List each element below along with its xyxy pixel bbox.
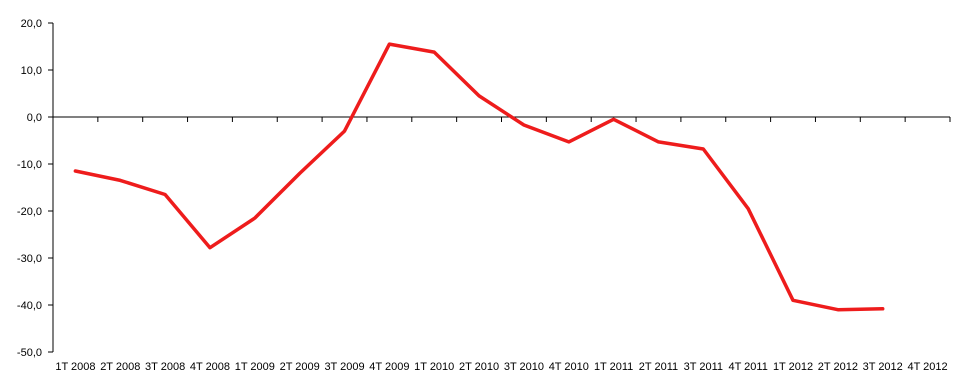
x-tick-label: 1T 2010 [414, 361, 454, 373]
data-point [747, 208, 749, 210]
data-point [164, 194, 166, 195]
x-tick-label: 2T 2011 [639, 361, 678, 373]
x-tick-label: 3T 2008 [145, 361, 185, 373]
y-tick-label: -50,0 [17, 347, 42, 359]
x-axis: 1T 2008 2T 2008 3T 2008 4T 2008 1T 2009 2T 20… [52, 116, 951, 373]
x-tick-label: 2T 2008 [100, 361, 140, 373]
y-tick-label: -40,0 [17, 300, 42, 312]
x-tick-label: 4T 2010 [549, 361, 589, 373]
x-tick-label: 1T 2011 [594, 361, 633, 373]
data-point [299, 172, 301, 174]
x-tick-label: 3T 2010 [504, 361, 544, 373]
y-tick-label: -10,0 [17, 159, 42, 171]
x-tick-label: 2T 2009 [280, 361, 320, 373]
series-line [73, 42, 885, 312]
data-point [344, 130, 345, 132]
data-point [523, 124, 525, 126]
x-tick-label: 1T 2008 [55, 361, 95, 373]
data-point [119, 179, 121, 181]
y-tick-label: -20,0 [17, 206, 42, 218]
data-point [74, 170, 76, 172]
data-point [478, 95, 480, 97]
data-point [658, 141, 659, 143]
data-point [792, 299, 794, 301]
x-tick-label: 3T 2011 [684, 361, 723, 373]
x-tick-label: 1T 2012 [773, 361, 813, 373]
y-axis: -50,0 -40,0 -30,0 -20,0 -10,0 0,0 10,0 20,0 [17, 18, 54, 359]
x-tick-label: 4T 2009 [369, 361, 409, 373]
data-point [837, 309, 839, 311]
series-layer [73, 42, 885, 312]
y-tick-label: 0,0 [27, 112, 42, 124]
y-tick-label: 20,0 [21, 18, 42, 30]
x-tick-label: 1T 2009 [235, 361, 275, 373]
data-point [882, 308, 884, 310]
data-point [613, 118, 615, 120]
data-point [433, 51, 435, 53]
x-tick-label: 3T 2012 [863, 361, 903, 373]
x-tick-label: 3T 2009 [324, 361, 364, 373]
y-tick-label: -30,0 [17, 253, 42, 265]
data-point [209, 247, 211, 249]
x-tick-label: 4T 2012 [907, 361, 947, 373]
x-tick-label: 2T 2010 [459, 361, 499, 373]
data-point [388, 43, 390, 45]
data-point [254, 217, 256, 219]
data-point [702, 148, 704, 150]
data-point [568, 141, 570, 143]
x-tick-label: 4T 2008 [190, 361, 230, 373]
x-tick-label: 2T 2012 [818, 361, 858, 373]
x-tick-label: 4T 2011 [728, 361, 767, 373]
y-tick-label: 10,0 [21, 65, 42, 77]
